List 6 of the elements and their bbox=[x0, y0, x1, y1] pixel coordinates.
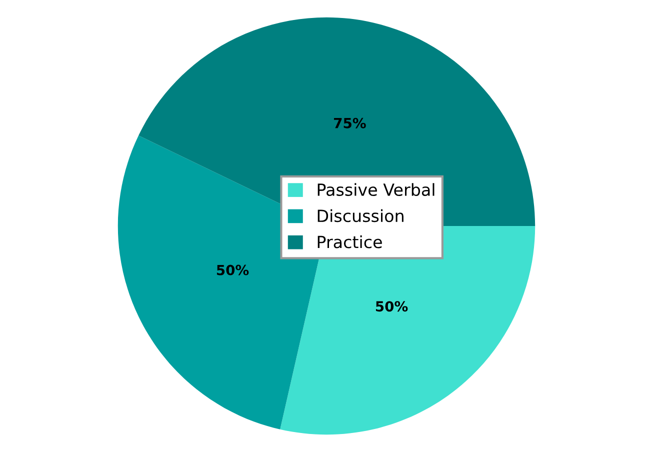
data-label: 50% bbox=[216, 264, 249, 276]
legend-label: Practice bbox=[318, 235, 382, 248]
legend-label: Discussion bbox=[318, 209, 404, 222]
data-label: 50% bbox=[376, 301, 408, 312]
legend-label: Passive Verbal bbox=[318, 183, 434, 196]
data-label: 75% bbox=[334, 118, 366, 128]
